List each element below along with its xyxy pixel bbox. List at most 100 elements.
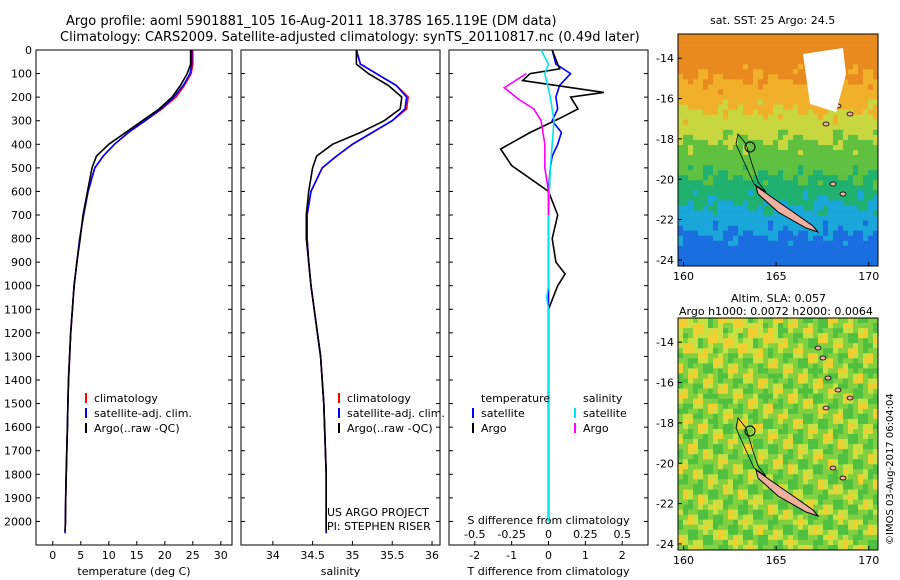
map-cell — [728, 134, 734, 141]
map-cell — [793, 225, 799, 232]
map-cell — [843, 54, 849, 60]
map-cell — [753, 104, 759, 110]
map-cell — [793, 403, 799, 410]
map-cell — [698, 484, 704, 490]
map-cell — [853, 84, 859, 90]
map-cell — [848, 49, 854, 55]
map-cell — [843, 524, 849, 531]
map-cell — [858, 363, 864, 369]
map-cell — [743, 539, 749, 546]
map-cell — [678, 235, 684, 242]
map-cell — [783, 104, 789, 110]
map-cell — [683, 190, 689, 196]
map-cell — [763, 454, 769, 460]
map-cell — [773, 89, 779, 95]
map-cell — [868, 165, 874, 171]
map-cell — [678, 479, 684, 485]
map-cell — [733, 49, 739, 55]
map-cell — [868, 44, 874, 50]
map-cell — [758, 129, 764, 136]
map-cell — [853, 383, 859, 389]
map-cell — [708, 54, 714, 60]
map-y-tick-label: -20 — [656, 457, 674, 470]
map-cell — [738, 333, 744, 339]
map-cell — [868, 124, 874, 131]
map-cell — [858, 150, 864, 156]
map-cell — [713, 34, 719, 40]
map-cell — [798, 474, 804, 480]
map-cell — [803, 519, 809, 526]
map-cell — [853, 261, 859, 267]
map-cell — [813, 245, 819, 252]
map-cell — [798, 195, 804, 201]
map-cell — [678, 519, 684, 526]
map-cell — [773, 479, 779, 485]
map-cell — [848, 215, 854, 221]
map-cell — [778, 429, 784, 435]
map-cell — [803, 34, 809, 40]
map-cell — [858, 383, 864, 389]
map-cell — [703, 245, 709, 252]
map-cell — [788, 484, 794, 490]
map-cell — [688, 504, 694, 510]
map-cell — [863, 134, 869, 141]
map-cell — [678, 79, 684, 85]
map-cell — [793, 250, 799, 257]
map-cell — [708, 200, 714, 206]
map-cell — [753, 34, 759, 40]
map-cell — [838, 353, 844, 359]
map-cell — [723, 383, 729, 389]
map-cell — [798, 398, 804, 405]
map-cell — [793, 99, 799, 105]
map-cell — [683, 261, 689, 267]
map-cell — [818, 261, 824, 267]
map-cell — [803, 403, 809, 410]
map-cell — [788, 489, 794, 495]
map-cell — [713, 398, 719, 405]
map-cell — [743, 529, 749, 536]
map-cell — [678, 165, 684, 171]
map-cell — [718, 514, 724, 521]
map-cell — [763, 499, 769, 505]
map-cell — [708, 119, 714, 126]
map-cell — [763, 89, 769, 95]
map-cell — [863, 504, 869, 510]
map-cell — [778, 180, 784, 186]
map-cell — [808, 423, 814, 430]
map-cell — [798, 235, 804, 242]
map-cell — [858, 464, 864, 470]
map-cell — [843, 99, 849, 105]
map-cell — [848, 479, 854, 485]
map-cell — [848, 245, 854, 252]
map-cell — [728, 99, 734, 105]
map-cell — [818, 240, 824, 247]
map-cell — [793, 363, 799, 369]
map-cell — [763, 94, 769, 100]
map-cell — [798, 524, 804, 531]
map-cell — [678, 534, 684, 541]
map-cell — [768, 99, 774, 105]
map-cell — [698, 459, 704, 465]
map-cell — [823, 230, 829, 237]
map-cell — [818, 353, 824, 359]
map-cell — [828, 459, 834, 465]
map-cell — [738, 373, 744, 379]
map-cell — [758, 333, 764, 339]
map-cell — [708, 474, 714, 480]
map-cell — [768, 245, 774, 252]
map-cell — [773, 343, 779, 349]
map-cell — [678, 529, 684, 536]
map-cell — [838, 185, 844, 191]
map-cell — [783, 89, 789, 95]
map-cell — [773, 318, 779, 324]
map-cell — [823, 519, 829, 526]
map-cell — [833, 205, 839, 211]
map-cell — [698, 114, 704, 121]
map-cell — [678, 104, 684, 110]
map-cell — [853, 338, 859, 344]
map-cell — [698, 454, 704, 460]
map-cell — [693, 479, 699, 485]
map-cell — [753, 328, 759, 334]
map-cell — [758, 429, 764, 435]
map-cell — [688, 89, 694, 95]
